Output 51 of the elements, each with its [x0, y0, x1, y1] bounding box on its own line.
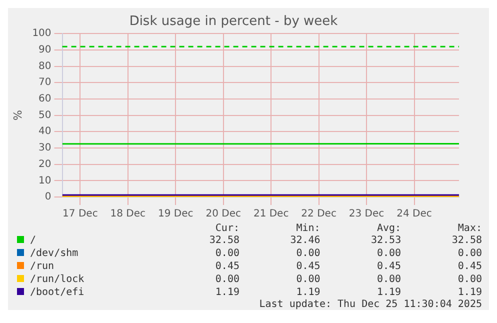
- y-axis-title: %: [11, 110, 24, 121]
- x-tick-label: 24 Dec: [396, 208, 432, 220]
- text: 1.19: [456, 286, 483, 299]
- legend-label: /: [30, 235, 36, 246]
- text: 32.58: [208, 234, 240, 247]
- text: 1.19: [214, 286, 240, 299]
- text: Min:: [295, 223, 322, 234]
- y-tick-label: 20: [38, 158, 52, 170]
- text: 0.45: [295, 260, 322, 273]
- y-tick-label: 40: [38, 126, 52, 138]
- legend-label: /dev/shm: [30, 248, 78, 259]
- text: 0.45: [376, 260, 402, 273]
- y-tick-label: 50: [38, 110, 52, 121]
- y-tick-label: 100: [32, 28, 52, 40]
- text: Cur:: [214, 223, 240, 234]
- x-tick-label: 19 Dec: [158, 208, 194, 220]
- x-tick-label: 18 Dec: [110, 208, 146, 220]
- text: 0.00: [456, 247, 483, 260]
- text: 0.00: [456, 273, 483, 286]
- x-tick-label: 21 Dec: [253, 208, 289, 220]
- text: 0.00: [295, 273, 322, 286]
- y-tick-label: 90: [38, 44, 52, 56]
- text: 0.00: [214, 247, 240, 260]
- text: 32.46: [289, 234, 322, 247]
- text: 0.45: [456, 260, 483, 273]
- text: 0.00: [214, 273, 240, 286]
- x-tick-label: 22 Dec: [301, 208, 336, 220]
- text: 1.19: [295, 286, 322, 299]
- legend-label: /run/lock: [30, 274, 84, 285]
- x-tick-label: 17 Dec: [62, 208, 98, 220]
- text: 0.00: [295, 247, 322, 260]
- text: 1.19: [376, 286, 402, 299]
- text: 0.00: [376, 247, 402, 260]
- text: 0.00: [376, 273, 402, 286]
- y-tick-label: 80: [38, 60, 52, 72]
- text: Max:: [456, 223, 483, 234]
- chart-title: Disk usage in percent - by week: [129, 14, 338, 30]
- y-tick-label: 60: [38, 94, 52, 105]
- text: Avg:: [376, 223, 402, 234]
- x-tick-label: 20 Dec: [206, 208, 241, 220]
- legend-label: /run: [30, 261, 54, 272]
- y-tick-label: 0: [44, 192, 52, 203]
- text: 32.58: [450, 234, 483, 247]
- y-tick-label: 10: [38, 175, 52, 186]
- text: 0.45: [214, 260, 240, 273]
- y-tick-label: 30: [38, 142, 52, 154]
- y-tick-label: 70: [38, 77, 52, 88]
- legend-label: /boot/efi: [30, 287, 84, 298]
- text: 32.53: [370, 234, 402, 247]
- x-tick-label: 23 Dec: [348, 208, 384, 220]
- text: Last update: Thu Dec 25 11:30:04 2025: [258, 299, 483, 310]
